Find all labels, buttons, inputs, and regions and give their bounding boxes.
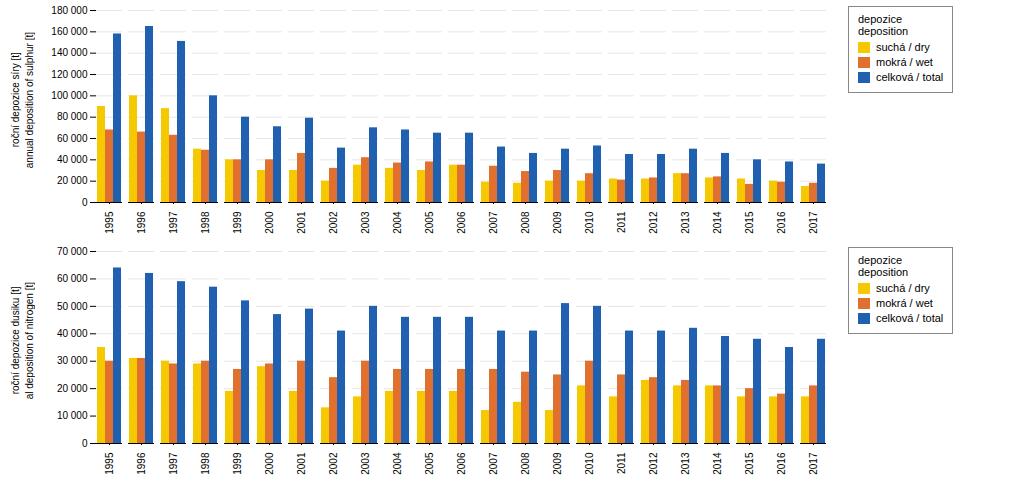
svg-text:10 000: 10 000	[57, 410, 88, 421]
svg-text:2011: 2011	[616, 211, 627, 233]
svg-text:2001: 2001	[296, 452, 307, 475]
svg-text:2002: 2002	[328, 452, 339, 475]
svg-text:50 000: 50 000	[57, 301, 88, 312]
svg-text:2017: 2017	[808, 452, 819, 475]
svg-text:2008: 2008	[520, 452, 531, 475]
svg-text:160 000: 160 000	[51, 26, 88, 37]
html-text:mokrá / wet: mokrá / wet	[876, 56, 933, 68]
html-text:roční depozice dusiku [t] al d: roční depozice dusiku [t] al deposition …	[9, 282, 34, 400]
svg-text:2004: 2004	[392, 452, 403, 475]
svg-text:2003: 2003	[360, 211, 371, 234]
svg-text:2007: 2007	[488, 211, 499, 234]
svg-text:120 000: 120 000	[51, 69, 88, 80]
svg-text:2002: 2002	[328, 211, 339, 234]
svg-text:2006: 2006	[456, 211, 467, 234]
svg-text:40 000: 40 000	[57, 154, 88, 165]
svg-text:1995: 1995	[104, 211, 115, 234]
svg-text:2012: 2012	[648, 211, 659, 234]
svg-text:2016: 2016	[776, 211, 787, 234]
svg-text:1998: 1998	[200, 452, 211, 475]
svg-text:2015: 2015	[744, 452, 755, 475]
svg-text:2010: 2010	[584, 211, 595, 234]
svg-text:2010: 2010	[584, 452, 595, 475]
svg-text:2014: 2014	[712, 452, 723, 475]
svg-text:1995: 1995	[104, 452, 115, 475]
svg-text:2006: 2006	[456, 452, 467, 475]
svg-text:30 000: 30 000	[57, 355, 88, 366]
svg-text:100 000: 100 000	[51, 90, 88, 101]
svg-text:2012: 2012	[648, 452, 659, 475]
html-text:suchá / dry: suchá / dry	[876, 282, 930, 294]
svg-text:2013: 2013	[680, 452, 691, 475]
svg-text:2001: 2001	[296, 211, 307, 234]
html-text:depozice deposition: depozice deposition	[858, 254, 909, 278]
svg-text:2013: 2013	[680, 211, 691, 234]
svg-text:1998: 1998	[200, 211, 211, 234]
svg-text:2008: 2008	[520, 211, 531, 234]
svg-text:60 000: 60 000	[57, 133, 88, 144]
svg-text:1999: 1999	[232, 211, 243, 234]
html-text:roční depozice síry [t] annual: roční depozice síry [t] annual depositio…	[9, 31, 34, 169]
html-text:depozice deposition: depozice deposition	[858, 13, 909, 37]
svg-text:2005: 2005	[424, 211, 435, 234]
svg-text:2000: 2000	[264, 211, 275, 234]
svg-text:20 000: 20 000	[57, 175, 88, 186]
html-text:suchá / dry: suchá / dry	[876, 41, 930, 53]
svg-text:2017: 2017	[808, 211, 819, 234]
svg-text:2014: 2014	[712, 211, 723, 234]
svg-text:70 000: 70 000	[57, 246, 88, 257]
svg-text:2005: 2005	[424, 452, 435, 475]
svg-text:2009: 2009	[552, 211, 563, 234]
svg-text:2000: 2000	[264, 452, 275, 475]
svg-text:2011: 2011	[616, 452, 627, 474]
svg-text:60 000: 60 000	[57, 273, 88, 284]
svg-text:0: 0	[82, 197, 88, 208]
svg-text:2015: 2015	[744, 211, 755, 234]
svg-text:1996: 1996	[136, 211, 147, 234]
html-text:mokrá / wet: mokrá / wet	[876, 297, 933, 309]
svg-text:140 000: 140 000	[51, 47, 88, 58]
svg-text:1996: 1996	[136, 452, 147, 475]
svg-text:180 000: 180 000	[51, 5, 88, 16]
svg-text:1997: 1997	[168, 211, 179, 234]
svg-text:20 000: 20 000	[57, 383, 88, 394]
svg-text:2003: 2003	[360, 452, 371, 475]
svg-text:1999: 1999	[232, 452, 243, 475]
svg-text:0: 0	[82, 438, 88, 449]
svg-text:2007: 2007	[488, 452, 499, 475]
svg-text:2016: 2016	[776, 452, 787, 475]
svg-text:80 000: 80 000	[57, 111, 88, 122]
svg-text:2009: 2009	[552, 452, 563, 475]
svg-text:40 000: 40 000	[57, 328, 88, 339]
html-text:celková / total: celková / total	[876, 71, 944, 83]
svg-text:1997: 1997	[168, 452, 179, 475]
html-text:celková / total: celková / total	[876, 312, 944, 324]
svg-text:2004: 2004	[392, 211, 403, 234]
